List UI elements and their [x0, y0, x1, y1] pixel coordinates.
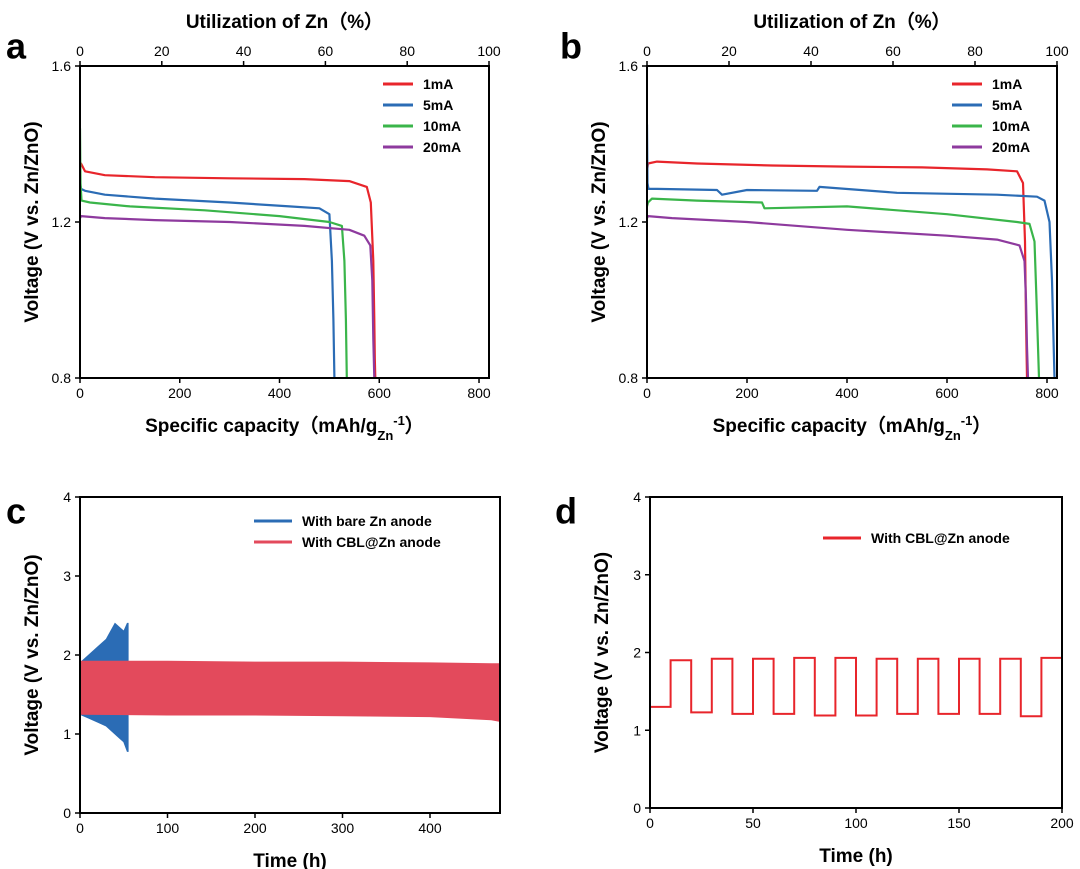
y-tick-label: 1.6 [52, 58, 72, 74]
y-tick-label: 1.2 [619, 214, 639, 230]
series-line [80, 215, 376, 378]
y-tick-label: 1.6 [619, 58, 639, 74]
plot-area [80, 128, 377, 378]
series-line [647, 197, 1041, 378]
x2-tick-label: 100 [1045, 43, 1069, 59]
legend-label: 5mA [423, 97, 453, 113]
y-tick-label: 0 [63, 805, 71, 821]
series-line [647, 124, 1056, 378]
x2-axis-title: Utilization of Zn（%） [186, 10, 383, 33]
y-axis-title: Voltage (V vs. Zn/ZnO) [22, 554, 43, 755]
x2-axis-title: Utilization of Zn（%） [753, 10, 950, 33]
y-tick-label: 3 [63, 568, 71, 584]
x-tick-label: 0 [646, 815, 654, 831]
legend-label: With bare Zn anode [302, 513, 432, 529]
x2-tick-label: 0 [76, 43, 84, 59]
x2-tick-label: 20 [154, 43, 170, 59]
x-tick-label: 400 [268, 385, 292, 401]
y-tick-label: 3 [633, 567, 641, 583]
series-line [80, 128, 348, 378]
chart-panel-c: c 0 100 200 300 400 0 1 2 3 4 Time (h) Voltage (V vs… [6, 489, 501, 869]
legend-label: 5mA [992, 97, 1022, 113]
y-tick-label: 1.2 [52, 214, 72, 230]
series-line [647, 215, 1030, 378]
x-axis-title: Specific capacity（mAh/gZn-1） [713, 413, 992, 443]
x-axis-title: Time (h) [819, 846, 893, 867]
x-tick-label: 100 [844, 815, 868, 831]
chart-panel-d: d 0 50 100 150 200 0 1 2 3 4 Time (h) Voltage (V vs.… [555, 489, 1074, 867]
legend: 1mA 5mA 10mA 20mA [383, 76, 461, 155]
x2-tick-label: 100 [477, 43, 501, 59]
x2-tick-label: 80 [967, 43, 983, 59]
x-tick-label: 0 [76, 385, 84, 401]
x-tick-label: 0 [76, 820, 84, 836]
x2-tick-label: 60 [885, 43, 901, 59]
series-line [80, 162, 377, 378]
y-tick-label: 4 [63, 489, 71, 505]
x2-tick-label: 0 [643, 43, 651, 59]
y-tick-label: 0.8 [619, 370, 639, 386]
legend-label: 1mA [423, 76, 453, 92]
y-tick-label: 2 [63, 647, 71, 663]
x-tick-label: 200 [168, 385, 192, 401]
legend: With bare Zn anode With CBL@Zn anode [254, 513, 441, 550]
legend-label: 20mA [423, 139, 461, 155]
y-tick-label: 0.8 [52, 370, 72, 386]
series-line [647, 160, 1029, 378]
panel-letter: c [6, 490, 26, 531]
legend-label: With CBL@Zn anode [302, 534, 441, 550]
x-axis-title: Time (h) [253, 851, 327, 869]
x2-tick-label: 40 [803, 43, 819, 59]
series-band [80, 660, 500, 722]
x-tick-label: 600 [935, 385, 959, 401]
legend-label: With CBL@Zn anode [871, 530, 1010, 546]
y-tick-label: 4 [633, 489, 641, 505]
y-tick-label: 0 [633, 800, 641, 816]
x-tick-label: 200 [735, 385, 759, 401]
legend-label: 10mA [992, 118, 1030, 134]
y-tick-label: 1 [633, 722, 641, 738]
x-tick-label: 400 [418, 820, 442, 836]
panel-letter: a [6, 25, 27, 66]
legend-label: 10mA [423, 118, 461, 134]
plot-area [647, 124, 1056, 378]
x-axis-title: Specific capacity（mAh/gZn-1） [145, 413, 424, 443]
legend-label: 1mA [992, 76, 1022, 92]
legend: With CBL@Zn anode [823, 530, 1010, 546]
plot-area [80, 622, 500, 752]
series-line [80, 182, 336, 378]
x-tick-label: 600 [368, 385, 392, 401]
x-tick-label: 150 [947, 815, 971, 831]
y-axis-title: Voltage (V vs. Zn/ZnO) [22, 121, 43, 322]
plot-area [650, 656, 1062, 718]
panel-letter: b [560, 25, 582, 66]
x-tick-label: 800 [1035, 385, 1059, 401]
y-axis-title: Voltage (V vs. Zn/ZnO) [589, 121, 610, 322]
x-tick-label: 800 [467, 385, 491, 401]
panel-letter: d [555, 490, 577, 531]
x-tick-label: 200 [243, 820, 267, 836]
x-tick-label: 100 [156, 820, 180, 836]
legend-label: 20mA [992, 139, 1030, 155]
legend: 1mA 5mA 10mA 20mA [952, 76, 1030, 155]
x2-tick-label: 60 [318, 43, 334, 59]
x-tick-label: 50 [745, 815, 761, 831]
y-tick-label: 1 [63, 726, 71, 742]
x2-tick-label: 80 [399, 43, 415, 59]
series-line [650, 656, 1062, 718]
x-tick-label: 0 [643, 385, 651, 401]
x-tick-label: 300 [331, 820, 355, 836]
x2-tick-label: 40 [236, 43, 252, 59]
y-tick-label: 2 [633, 645, 641, 661]
x2-tick-label: 20 [721, 43, 737, 59]
y-axis-title: Voltage (V vs. Zn/ZnO) [592, 552, 613, 753]
x-tick-label: 200 [1050, 815, 1074, 831]
x-tick-label: 400 [835, 385, 859, 401]
